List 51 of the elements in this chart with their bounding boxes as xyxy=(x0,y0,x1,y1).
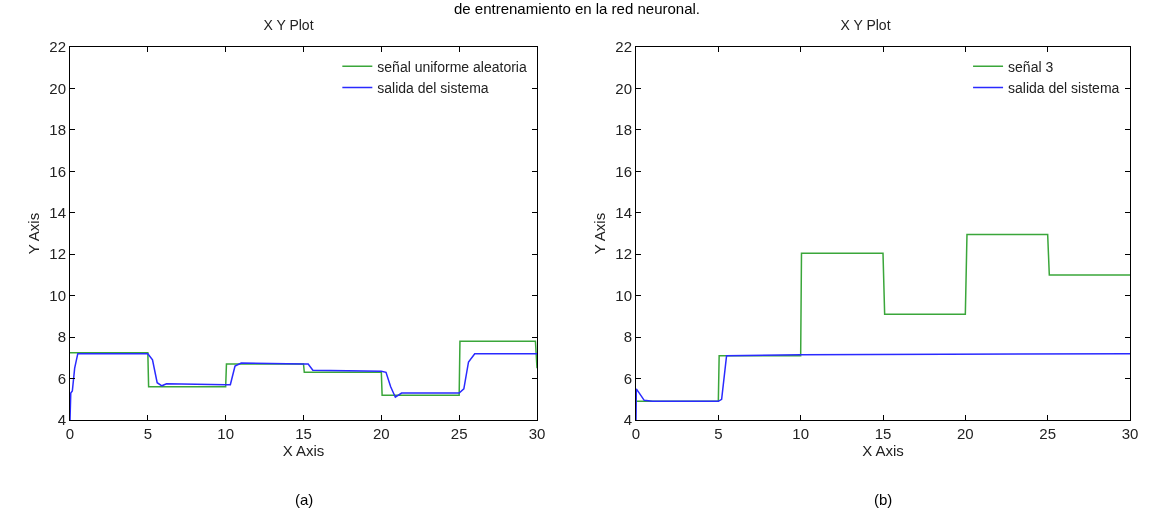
x-tick-label: 30 xyxy=(528,425,546,442)
x-tick-label: 25 xyxy=(1039,425,1057,442)
x-tick-label: 30 xyxy=(1121,425,1139,442)
y-tick-label: 10 xyxy=(49,286,66,304)
y-tick-label: 4 xyxy=(57,411,66,429)
y-tick-label: 12 xyxy=(615,245,632,263)
y-tick-label: 14 xyxy=(49,204,66,222)
y-tick-label: 16 xyxy=(615,162,632,180)
text: (a) xyxy=(295,491,314,508)
x-tick-label: 15 xyxy=(295,425,312,442)
legend-label: señal 3 xyxy=(1008,58,1054,75)
text: de entrenamiento en la red neuronal. xyxy=(453,0,701,17)
legend-label: salida del sistema xyxy=(1008,79,1120,96)
y-tick-label: 18 xyxy=(49,121,66,139)
x-tick-label: 10 xyxy=(217,425,235,442)
legend-label: señal uniforme aleatoria xyxy=(377,58,527,75)
x-tick-label: 0 xyxy=(631,425,641,442)
y-tick-label: 18 xyxy=(615,121,632,139)
legend-label: salida del sistema xyxy=(377,79,489,96)
x-tick-label: 5 xyxy=(714,425,723,442)
text: (b) xyxy=(874,491,893,508)
y-tick-label: 10 xyxy=(615,286,632,304)
y-tick-label: 20 xyxy=(615,79,632,97)
x-tick-label: 0 xyxy=(65,425,75,442)
y-tick-label: 12 xyxy=(49,245,66,263)
x-axis-title: X Axis xyxy=(862,442,904,459)
y-tick-label: 14 xyxy=(615,204,632,222)
y-tick-label: 6 xyxy=(57,369,66,387)
y-tick-label: 4 xyxy=(623,411,632,429)
chart-title: X Y Plot xyxy=(840,17,891,33)
x-tick-label: 20 xyxy=(956,425,974,442)
x-axis-title: X Axis xyxy=(282,442,325,459)
y-tick-label: 22 xyxy=(615,38,632,56)
y-tick-label: 8 xyxy=(623,328,632,346)
y-tick-label: 16 xyxy=(49,162,66,180)
line-series xyxy=(70,340,537,396)
x-tick-label: 25 xyxy=(450,425,468,442)
y-axis-title: Y Axis xyxy=(590,212,608,255)
y-tick-label: 6 xyxy=(623,369,632,387)
x-tick-label: 5 xyxy=(143,425,152,442)
x-tick-label: 20 xyxy=(372,425,390,442)
line-series xyxy=(636,352,1130,420)
y-tick-label: 20 xyxy=(49,79,66,97)
x-tick-label: 10 xyxy=(792,425,810,442)
y-axis-title: Y Axis xyxy=(24,212,42,255)
x-tick-label: 15 xyxy=(874,425,892,442)
line-series xyxy=(70,352,537,420)
line-series xyxy=(636,233,1130,403)
y-tick-label: 22 xyxy=(49,38,66,56)
y-tick-label: 8 xyxy=(57,328,66,346)
chart-title: X Y Plot xyxy=(263,17,314,33)
